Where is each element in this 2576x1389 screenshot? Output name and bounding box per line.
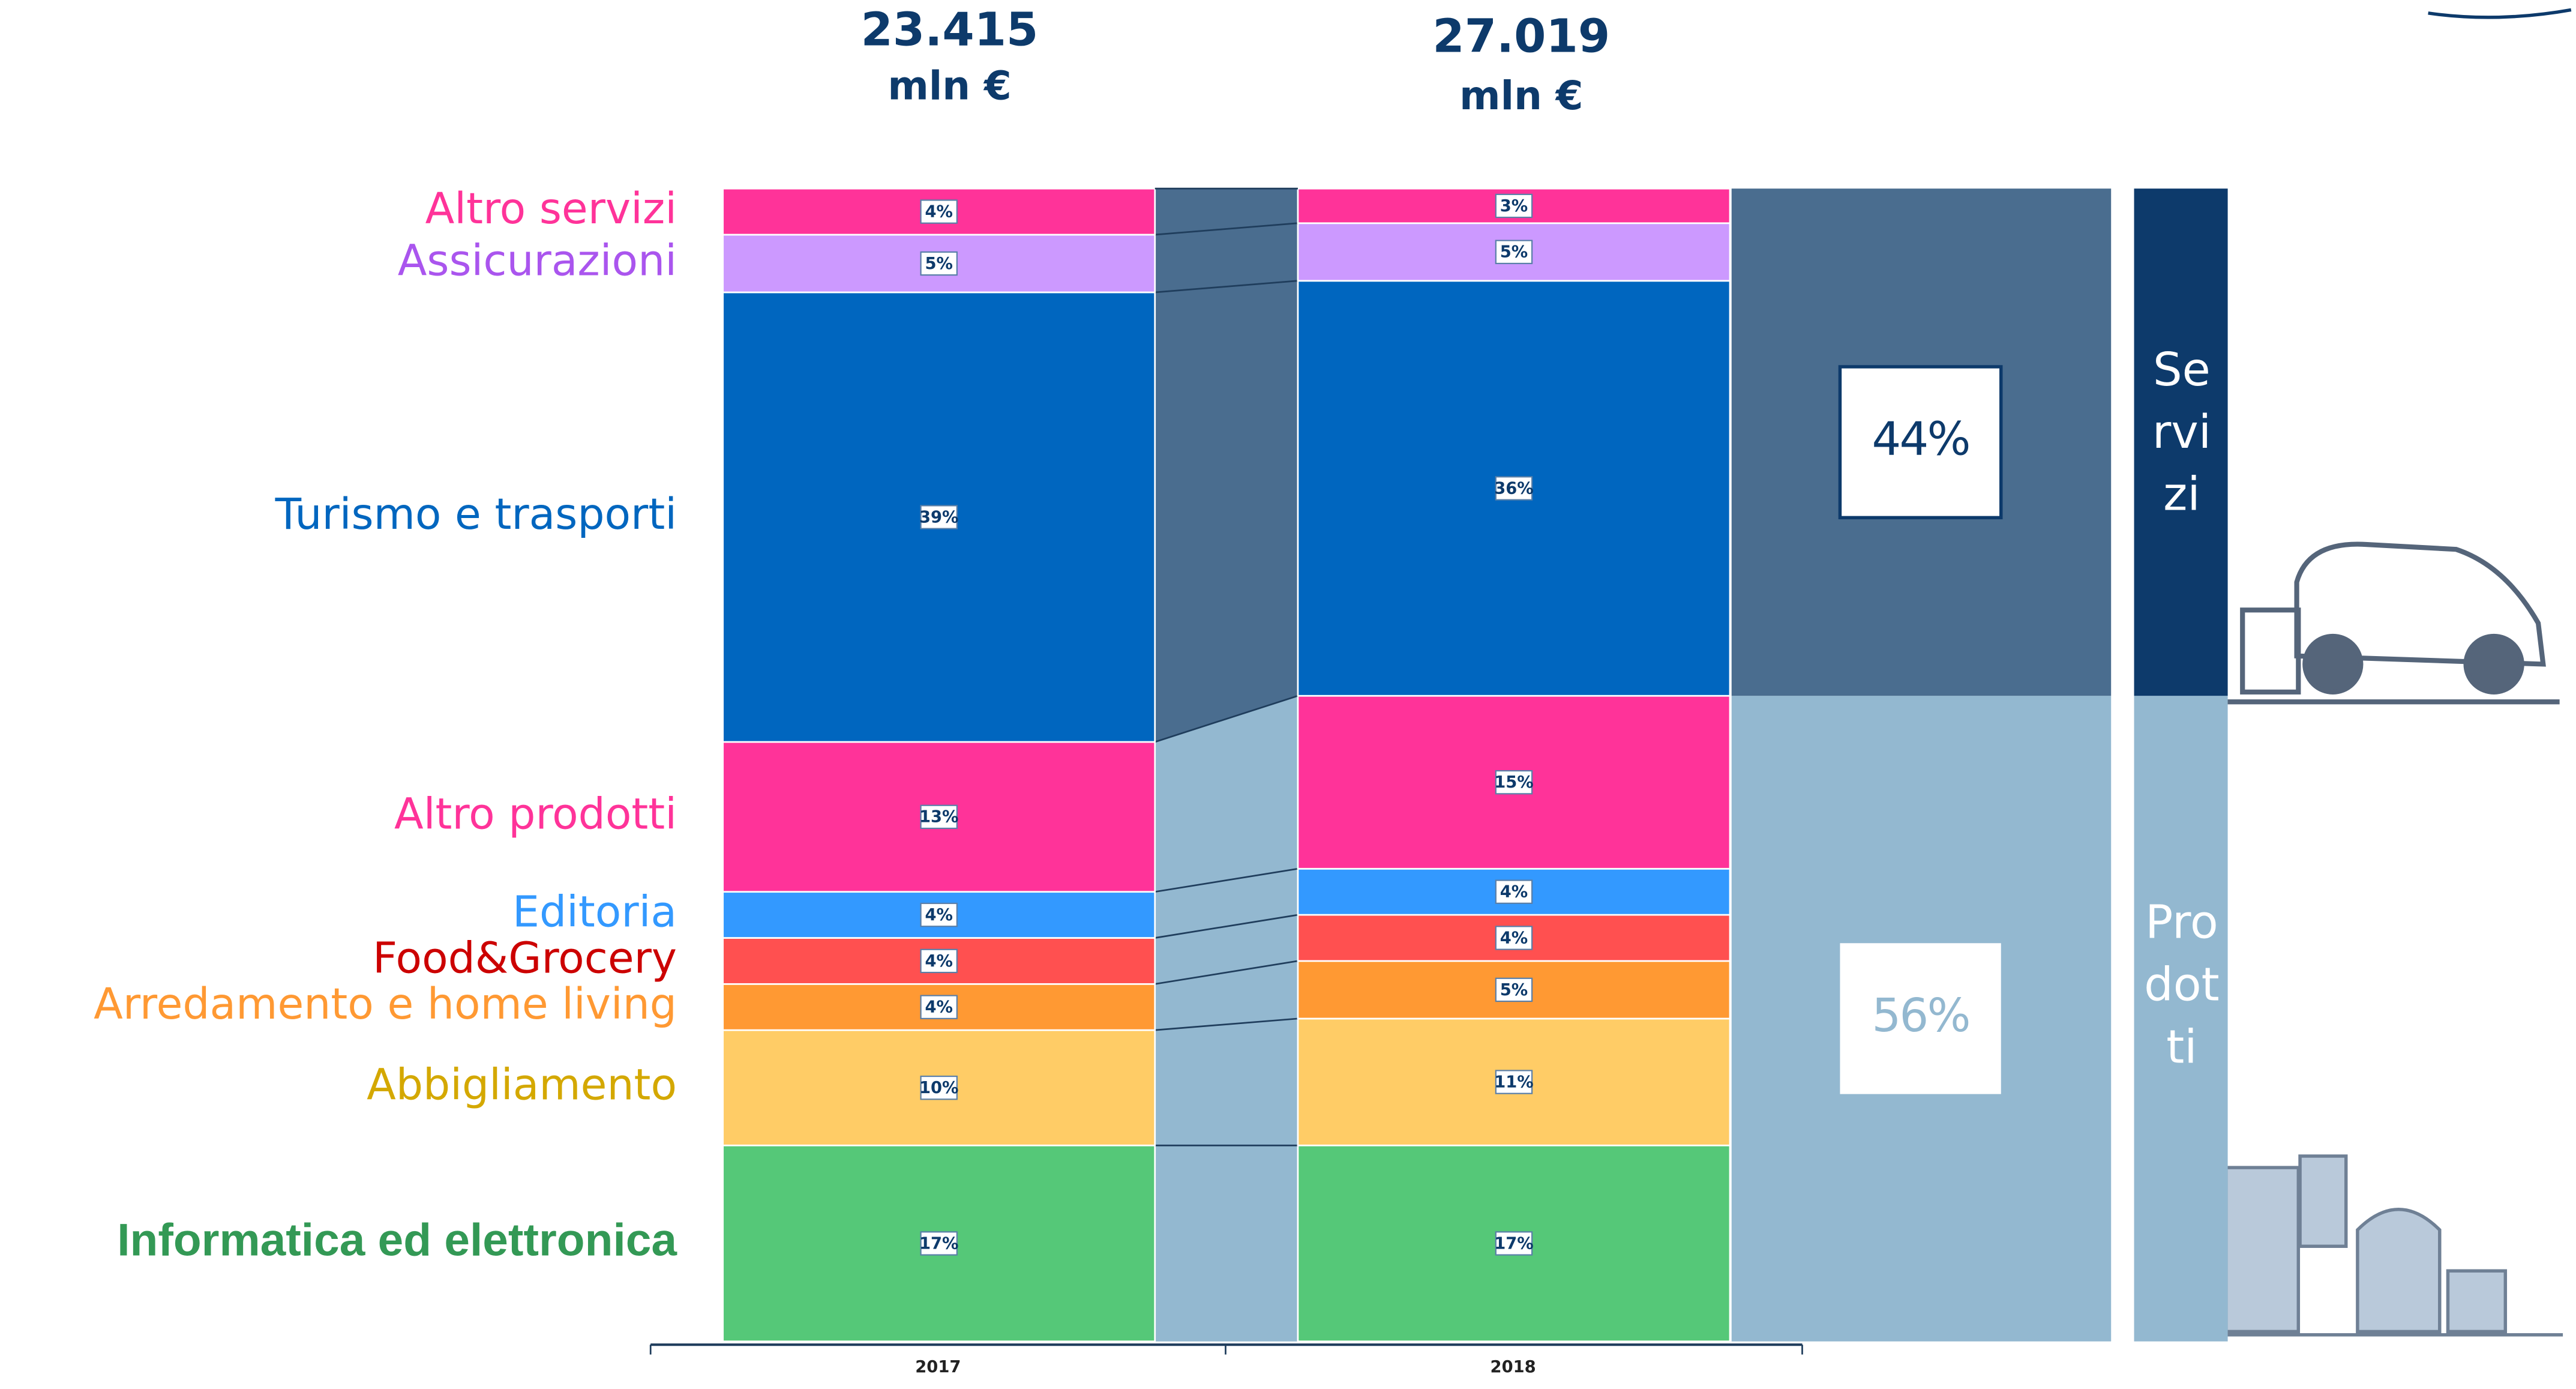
value-label: 39%	[919, 508, 958, 526]
connector-services	[1155, 188, 1298, 742]
connector-products	[1155, 696, 1298, 1341]
page: 23.415 mln € 27.019 mln € 17% 17% Informat…	[0, 0, 2576, 1382]
value-label: 17%	[919, 1234, 958, 1253]
legend-label: Altro servizi	[425, 184, 677, 234]
summary-label: 56%	[1872, 989, 1969, 1043]
decoration	[2428, 10, 2571, 17]
value-label: 10%	[919, 1079, 958, 1097]
value-label: 5%	[1500, 243, 1528, 262]
value-label: 4%	[925, 202, 952, 221]
value-label: 4%	[925, 906, 952, 924]
value-label: 4%	[1500, 929, 1528, 947]
total: 27.019	[1432, 10, 1610, 64]
legend-label: Informatica ed elettronica	[117, 1215, 677, 1266]
x-tick-label: 2017	[915, 1358, 961, 1376]
value-label: 15%	[1494, 773, 1533, 792]
value-label: 36%	[1494, 479, 1533, 498]
x-tick-label: 2018	[1491, 1358, 1536, 1376]
car-icon	[2209, 544, 2559, 702]
group-label: Servizi	[2144, 340, 2220, 526]
value-label: 5%	[1500, 981, 1528, 999]
legend-label: Food&Grocery	[373, 933, 677, 983]
summary-label: 44%	[1872, 413, 1969, 466]
legend-label: Altro prodotti	[394, 789, 677, 839]
value-label: 11%	[1494, 1073, 1533, 1091]
total: 23.415	[861, 4, 1039, 57]
total-unit: mln €	[1459, 73, 1583, 119]
legend-label: Abbigliamento	[367, 1060, 677, 1110]
chart: 23.415 mln € 27.019 mln € 17% 17% Informat…	[0, 0, 2576, 1382]
value-label: 4%	[1500, 883, 1528, 902]
total-unit: mln €	[887, 64, 1011, 109]
value-label: 5%	[925, 255, 952, 273]
value-label: 3%	[1500, 197, 1528, 215]
appliances-icon	[2218, 1156, 2563, 1335]
group-label: Prodotti	[2144, 893, 2220, 1079]
legend-label: Arredamento e home living	[94, 979, 677, 1029]
legend-label: Editoria	[512, 887, 677, 937]
value-label: 4%	[925, 998, 952, 1017]
legend-label: Assicurazioni	[398, 236, 677, 286]
legend-label: Turismo e trasporti	[275, 489, 677, 539]
value-label: 13%	[919, 808, 958, 827]
value-label: 17%	[1494, 1234, 1533, 1253]
value-label: 4%	[925, 952, 952, 971]
